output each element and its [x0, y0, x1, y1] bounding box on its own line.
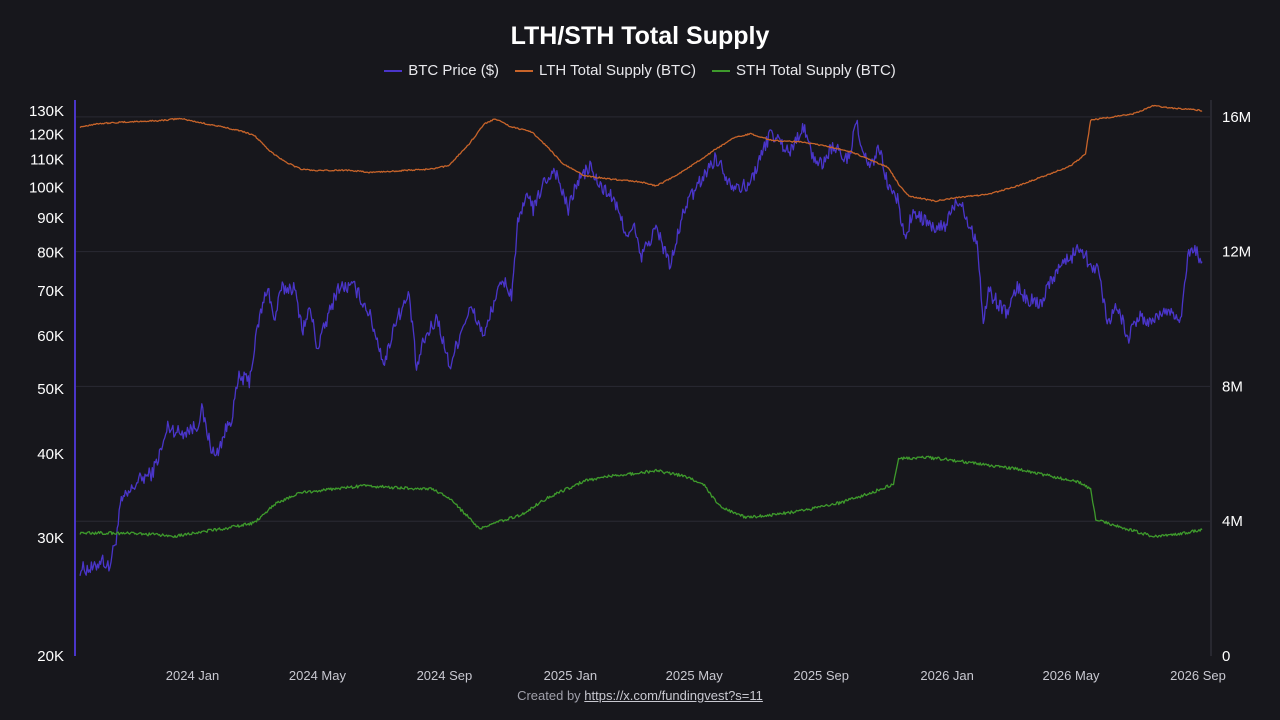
x-tick-label: 2024 May	[289, 668, 347, 683]
legend-item-sth-supply[interactable]: STH Total Supply (BTC)	[712, 62, 896, 79]
y-left-tick-label: 130K	[29, 103, 64, 120]
lth-supply-line	[79, 104, 1203, 203]
y-right-tick-label: 0	[1222, 648, 1230, 665]
credit-link[interactable]: https://x.com/fundingvest?s=11	[584, 688, 763, 703]
chart-title: LTH/STH Total Supply	[510, 22, 770, 50]
y-left-tick-label: 120K	[29, 126, 64, 143]
legend-item-btc-price[interactable]: BTC Price ($)	[384, 62, 499, 79]
credit-prefix: Created by	[517, 688, 585, 703]
legend-label-sth-supply: STH Total Supply (BTC)	[736, 62, 896, 79]
y-right-tick-label: 12M	[1222, 244, 1251, 261]
x-tick-label: 2024 Sep	[417, 668, 473, 683]
legend-swatch-sth-supply	[712, 69, 731, 72]
legend-swatch-btc-price	[384, 69, 403, 72]
sth-supply-line	[79, 455, 1203, 539]
y-left-tick-label: 100K	[29, 179, 64, 196]
legend-label-lth-supply: LTH Total Supply (BTC)	[539, 62, 697, 79]
y-left-tick-label: 50K	[37, 381, 64, 398]
x-tick-label: 2026 Sep	[1170, 668, 1226, 683]
x-tick-label: 2025 May	[666, 668, 724, 683]
y-right-tick-label: 4M	[1222, 513, 1243, 530]
x-tick-label: 2026 Jan	[920, 668, 974, 683]
y-left-tick-label: 80K	[37, 244, 64, 261]
y-left-tick-label: 30K	[37, 530, 64, 547]
y-left-tick-label: 40K	[37, 446, 64, 463]
legend: BTC Price ($) LTH Total Supply (BTC) STH…	[0, 62, 1280, 79]
x-tick-label: 2025 Jan	[544, 668, 598, 683]
btc-price-line	[79, 119, 1203, 576]
legend-item-lth-supply[interactable]: LTH Total Supply (BTC)	[515, 62, 696, 79]
legend-swatch-lth-supply	[515, 69, 534, 72]
y-left-tick-label: 110K	[30, 152, 64, 169]
x-tick-label: 2024 Jan	[166, 668, 220, 683]
x-tick-label: 2025 Sep	[793, 668, 849, 683]
y-left-tick-label: 20K	[37, 648, 64, 665]
y-left-tick-label: 70K	[37, 283, 64, 300]
credit-line: Created by https://x.com/fundingvest?s=1…	[0, 688, 1280, 703]
y-left-tick-label: 60K	[37, 328, 64, 345]
y-right-tick-label: 8M	[1222, 378, 1243, 395]
legend-label-btc-price: BTC Price ($)	[408, 62, 500, 79]
y-left-tick-label: 90K	[37, 210, 64, 227]
x-tick-label: 2026 May	[1042, 668, 1100, 683]
y-right-tick-label: 16M	[1222, 109, 1251, 126]
